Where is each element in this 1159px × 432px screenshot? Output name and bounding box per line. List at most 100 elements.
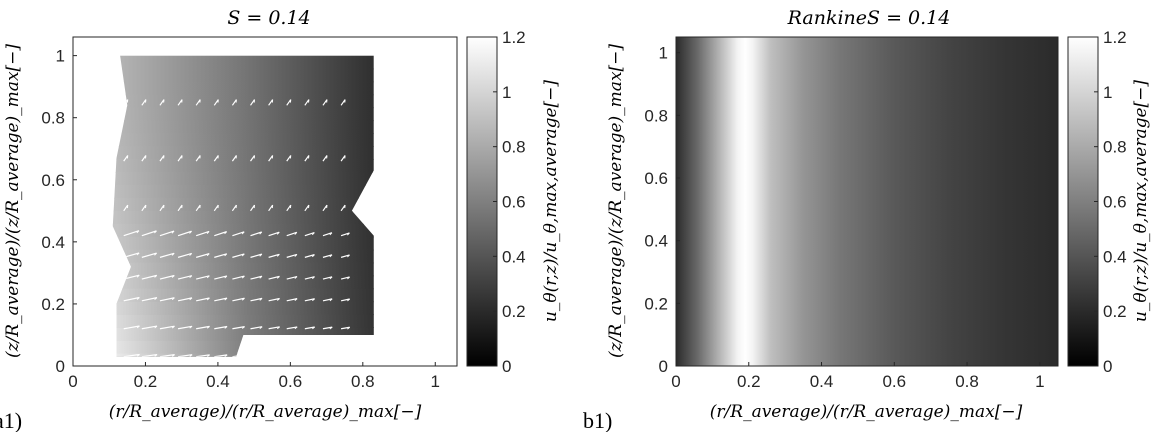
heatmap-band-overlay	[112, 340, 374, 354]
colorbar-tick-label: 1	[1103, 83, 1112, 102]
velocity-arrowhead	[171, 230, 175, 234]
velocity-arrow	[159, 252, 175, 258]
velocity-arrow	[286, 204, 292, 212]
heatmap-band-overlay	[112, 262, 374, 277]
velocity-arrow	[232, 253, 245, 258]
velocity-arrow	[196, 354, 210, 357]
velocity-arrowhead	[136, 274, 140, 278]
velocity-arrowhead	[347, 298, 351, 302]
velocity-arrowhead	[259, 253, 263, 257]
panel-tag-a: a1)	[0, 408, 22, 432]
velocity-arrow	[232, 231, 245, 237]
velocity-arrow	[340, 155, 346, 162]
velocity-arrowhead	[329, 354, 333, 357]
heatmap-band-overlay	[112, 236, 374, 251]
velocity-arrow	[268, 297, 280, 302]
velocity-arrow	[250, 155, 256, 162]
velocity-arrowhead	[294, 276, 298, 279]
velocity-arrowhead	[241, 253, 245, 257]
velocity-arrow	[195, 155, 201, 162]
velocity-arrowhead	[224, 275, 228, 279]
velocity-arrow	[214, 231, 227, 237]
velocity-arrowhead	[206, 275, 210, 279]
velocity-arrow	[304, 204, 310, 212]
velocity-arrow	[250, 326, 263, 330]
heatmap-band-overlay	[112, 314, 374, 329]
velocity-arrow	[214, 354, 228, 357]
heatmap-band-overlay	[109, 120, 381, 134]
velocity-arrow	[322, 232, 333, 237]
velocity-arrow	[232, 326, 245, 330]
x-tick-label: 0.6	[882, 372, 906, 391]
velocity-arrow	[268, 275, 280, 280]
velocity-arrowhead	[276, 326, 280, 330]
heatmap-band	[112, 68, 374, 83]
velocity-arrow	[322, 326, 333, 330]
velocity-arrow	[322, 204, 328, 212]
velocity-arrow	[177, 275, 192, 280]
velocity-arrow	[177, 325, 193, 330]
velocity-arrow	[213, 99, 219, 106]
heatmap-band-overlay	[109, 107, 381, 121]
velocity-arrowhead	[329, 254, 333, 258]
velocity-arrow	[159, 274, 175, 280]
heatmap-band-overlay	[109, 81, 381, 95]
colorbar-ticks-b: 0 0.2 0.4 0.6 0.8 1 1.2	[1094, 28, 1127, 376]
y-tick-label: 0.8	[644, 106, 668, 125]
velocity-arrow	[268, 231, 280, 237]
velocity-arrow	[159, 354, 175, 357]
y-tick-label: 1	[56, 47, 65, 66]
velocity-arrow	[141, 325, 158, 330]
velocity-arrow	[195, 230, 210, 237]
x-tick-label: 0.2	[737, 372, 761, 391]
velocity-arrow	[123, 204, 129, 212]
velocity-arrow	[232, 297, 245, 302]
velocity-arrow	[141, 204, 147, 212]
y-tick-label: 0	[659, 357, 668, 376]
velocity-arrow	[286, 253, 298, 258]
velocity-arrow	[195, 204, 201, 212]
velocity-arrowhead	[171, 297, 175, 301]
velocity-arrowhead	[241, 326, 245, 329]
colorbar-tick-label: 0	[502, 357, 511, 376]
velocity-arrow	[340, 232, 350, 237]
velocity-arrowhead	[241, 297, 245, 301]
velocity-arrowhead	[259, 297, 263, 301]
velocity-arrowhead	[206, 326, 210, 329]
velocity-arrow	[214, 325, 228, 330]
velocity-arrowhead	[294, 298, 298, 301]
velocity-arrowhead	[294, 232, 298, 235]
velocity-arrowhead	[189, 275, 193, 279]
y-tick-label: 1	[659, 44, 668, 63]
velocity-arrowhead	[136, 325, 140, 329]
velocity-arrowhead	[277, 354, 281, 357]
velocity-arrow	[268, 99, 274, 106]
velocity-arrow	[141, 155, 147, 162]
velocity-arrowhead	[347, 232, 350, 236]
velocity-arrow	[322, 354, 333, 357]
heatmap-band-overlay	[112, 223, 374, 238]
colorbar-tick-label: 1	[502, 83, 511, 102]
velocity-arrow	[250, 354, 263, 357]
velocity-arrow	[177, 204, 183, 212]
velocity-arrow	[123, 155, 129, 162]
velocity-arrowhead	[241, 231, 245, 235]
velocity-arrow	[214, 253, 227, 258]
velocity-arrowhead	[347, 355, 351, 357]
velocity-arrowhead	[329, 298, 333, 302]
velocity-arrowhead	[189, 253, 193, 256]
velocity-arrow	[159, 230, 175, 237]
x-tick-label: 0.2	[134, 372, 158, 391]
colorbar-tick-label: 0.6	[502, 193, 526, 212]
x-axis-ticks-a: 0 0.2 0.4 0.6 0.8 1	[68, 362, 440, 391]
velocity-arrowhead	[276, 231, 280, 235]
velocity-arrow	[141, 99, 147, 106]
colorbar-tick-label: 0.4	[1103, 247, 1127, 266]
y-axis-ticks-b: 0 0.2 0.4 0.6 0.8 1	[644, 44, 680, 376]
heatmap-band	[112, 81, 374, 96]
velocity-arrowhead	[347, 254, 350, 258]
colorbar-tick-label: 0	[1103, 357, 1112, 376]
velocity-arrowhead	[224, 253, 228, 257]
velocity-arrow	[304, 354, 315, 357]
